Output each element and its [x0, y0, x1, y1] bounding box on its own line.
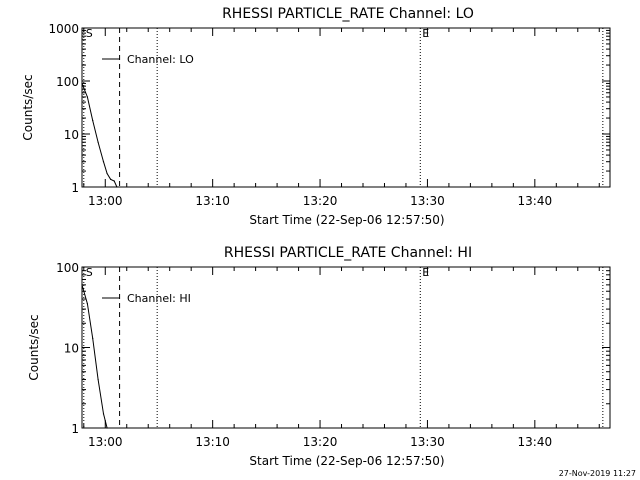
marker-label: E	[422, 27, 429, 40]
chart-title: RHESSI PARTICLE_RATE Channel: LO	[222, 6, 474, 22]
x-tick-label: 13:40	[518, 435, 553, 449]
y-tick-label: 10	[64, 342, 79, 356]
legend-label: Channel: LO	[127, 53, 194, 66]
y-tick-label: 1000	[48, 22, 79, 36]
data-point	[81, 284, 83, 286]
data-point	[106, 427, 108, 429]
y-axis-label: Counts/sec	[27, 314, 41, 380]
chart-panel-1: RHESSI PARTICLE_RATE Channel: LO Start Ti…	[21, 6, 611, 227]
data-point	[102, 413, 105, 415]
marker-label: S	[86, 266, 93, 279]
x-tick-label: 13:10	[195, 435, 230, 449]
data-point	[92, 119, 94, 122]
x-axis-label: Start Time (22-Sep-06 12:57:50)	[249, 213, 444, 227]
legend-label: Channel: HI	[127, 292, 191, 305]
x-tick-label: 13:00	[88, 435, 123, 449]
data-point	[116, 186, 118, 188]
data-point	[110, 178, 112, 180]
data-point	[92, 337, 94, 339]
data-point	[86, 96, 88, 98]
x-tick-label: 13:40	[518, 194, 553, 208]
plot-frame	[81, 27, 611, 188]
x-axis-label: Start Time (22-Sep-06 12:57:50)	[249, 454, 444, 468]
x-tick-label: 13:00	[88, 194, 123, 208]
x-tick-label: 13:30	[410, 194, 445, 208]
y-axis-label: Counts/sec	[21, 74, 35, 140]
y-tick-label: 1	[71, 181, 79, 195]
x-tick-label: 13:10	[195, 194, 230, 208]
data-point	[86, 303, 88, 305]
timestamp: 27-Nov-2019 11:27	[559, 469, 636, 478]
data-point	[113, 180, 115, 182]
data-point	[97, 378, 99, 381]
marker-label: E	[422, 266, 429, 279]
y-tick-label: 100	[56, 261, 79, 275]
series-line	[81, 83, 118, 188]
series-line	[81, 284, 108, 429]
y-tick-label: 100	[56, 75, 79, 89]
y-tick-label: 10	[64, 128, 79, 142]
marker-label: S	[86, 27, 93, 40]
chart-title: RHESSI PARTICLE_RATE Channel: HI	[224, 245, 472, 261]
data-point	[102, 161, 105, 163]
chart-panel-2: RHESSI PARTICLE_RATE Channel: HI Start Ti…	[27, 245, 611, 468]
data-point	[81, 82, 83, 85]
data-point	[106, 172, 108, 175]
x-tick-label: 13:30	[410, 435, 445, 449]
x-tick-label: 13:20	[303, 194, 338, 208]
y-tick-label: 1	[71, 422, 79, 436]
x-tick-label: 13:20	[303, 435, 338, 449]
data-point	[97, 141, 99, 143]
